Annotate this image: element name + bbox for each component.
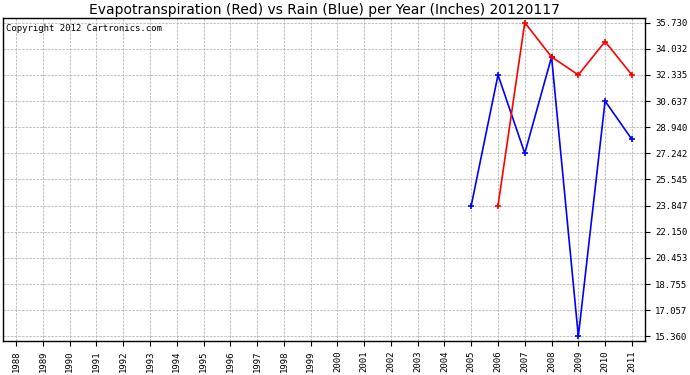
Title: Evapotranspiration (Red) vs Rain (Blue) per Year (Inches) 20120117: Evapotranspiration (Red) vs Rain (Blue) … (88, 3, 560, 17)
Text: Copyright 2012 Cartronics.com: Copyright 2012 Cartronics.com (6, 24, 162, 33)
